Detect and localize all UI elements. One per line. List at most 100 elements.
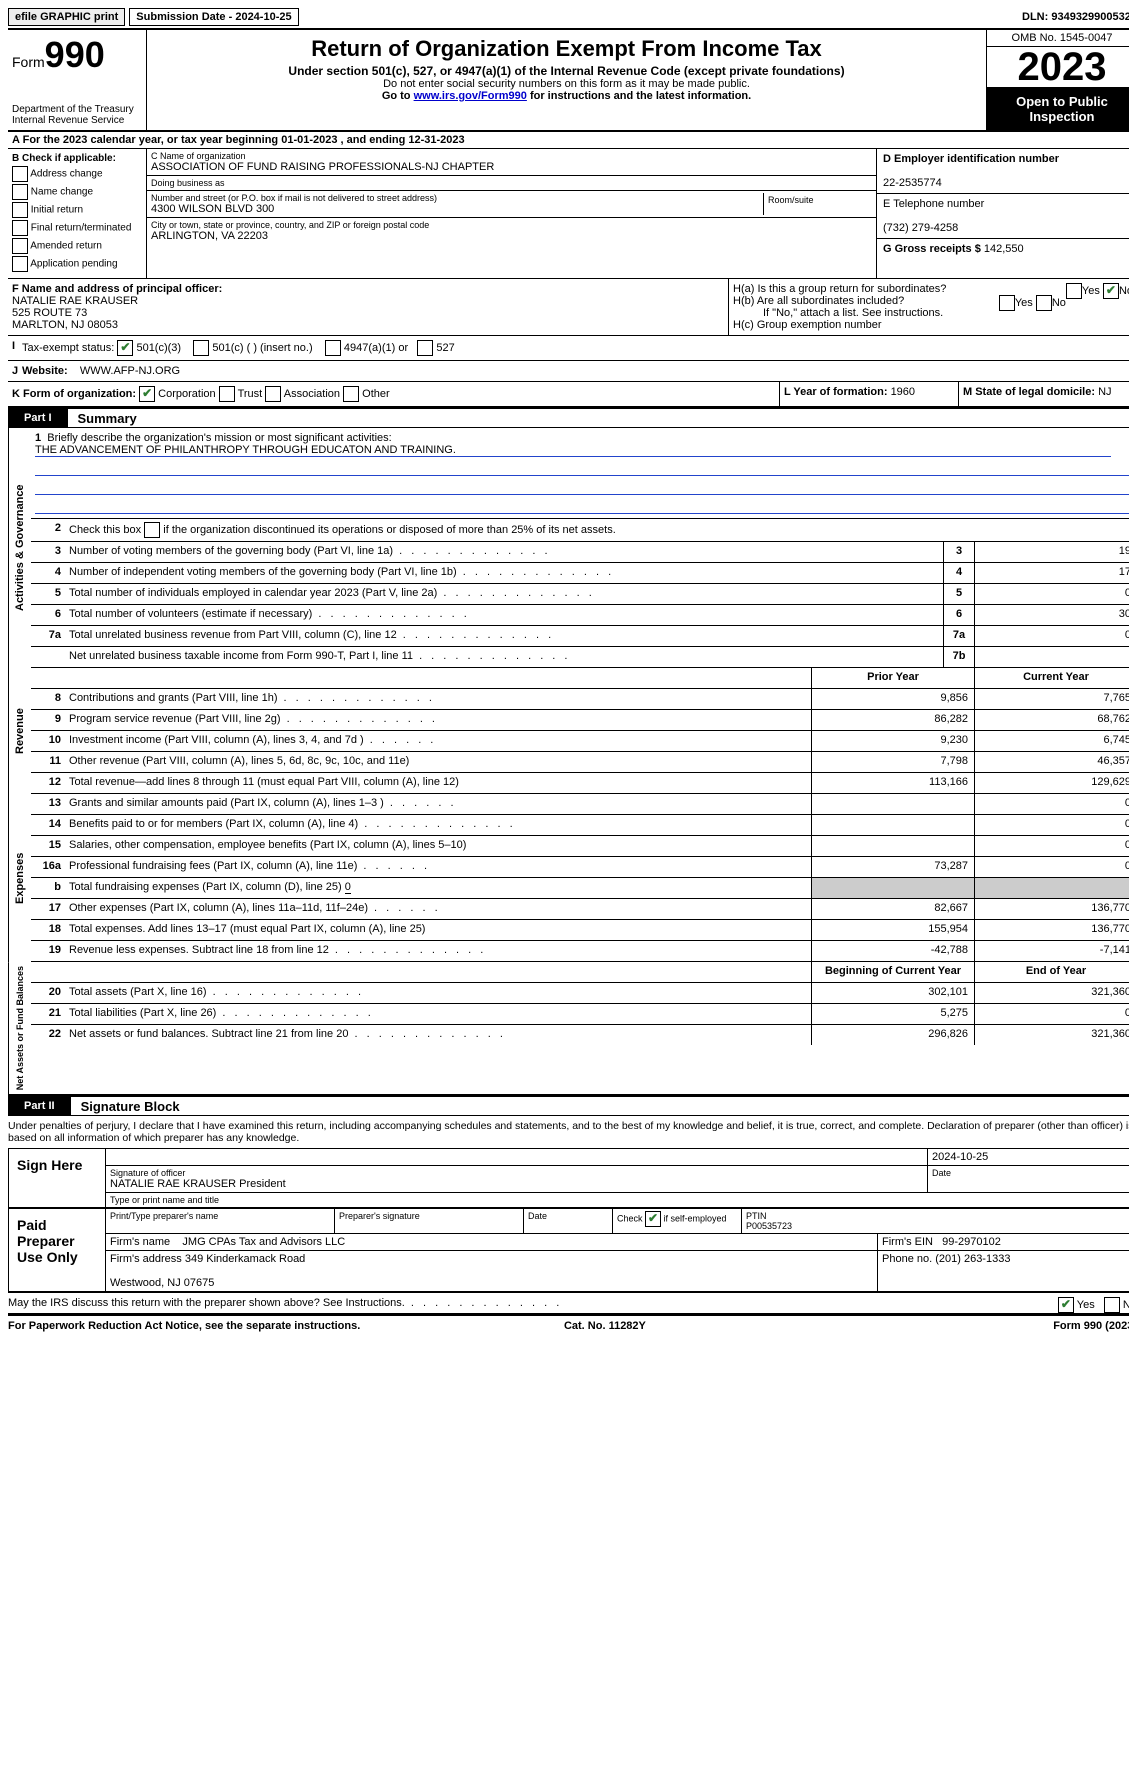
hdr-end: End of Year	[974, 962, 1129, 982]
cat-no: Cat. No. 11282Y	[564, 1320, 646, 1332]
city-value: ARLINGTON, VA 22203	[151, 230, 872, 242]
line-12: Total revenue—add lines 8 through 11 (mu…	[65, 773, 811, 793]
subtitle-3: Go to www.irs.gov/Form990 for instructio…	[151, 90, 982, 102]
chk-discuss-no[interactable]	[1104, 1297, 1120, 1313]
chk-assoc[interactable]	[265, 386, 281, 402]
section-governance: Activities & Governance 1 Briefly descri…	[8, 428, 1129, 668]
ein-value: 22-2535774	[883, 177, 942, 189]
prep-sig-label: Preparer's signature	[335, 1209, 524, 1233]
line-16a: Professional fundraising fees (Part IX, …	[65, 857, 811, 877]
firm-ein: 99-2970102	[942, 1236, 1001, 1248]
ha-row: H(a) Is this a group return for subordin…	[733, 283, 1129, 295]
line-11: Other revenue (Part VIII, column (A), li…	[65, 752, 811, 772]
chk-discontinued[interactable]	[144, 522, 160, 538]
self-employed: Check if self-employed	[613, 1209, 742, 1233]
row-i-tax-status: I Tax-exempt status: 501(c)(3) 501(c) ( …	[8, 336, 1129, 361]
hc-row: H(c) Group exemption number	[733, 319, 1129, 331]
line-20: Total assets (Part X, line 16)	[65, 983, 811, 1003]
department: Department of the Treasury Internal Reve…	[12, 104, 142, 126]
chk-self-employed[interactable]	[645, 1211, 661, 1227]
val-5: 0	[974, 584, 1129, 604]
dba-label: Doing business as	[151, 178, 872, 188]
chk-name-change[interactable]: Name change	[12, 184, 142, 200]
line-2: Check this box if the organization disco…	[65, 519, 1129, 541]
line-6: Total number of volunteers (estimate if …	[65, 605, 943, 625]
line-5: Total number of individuals employed in …	[65, 584, 943, 604]
mission-text: THE ADVANCEMENT OF PHILANTHROPY THROUGH …	[35, 444, 1111, 457]
top-bar: efile GRAPHIC print Submission Date - 20…	[8, 8, 1129, 30]
line-8: Contributions and grants (Part VIII, lin…	[65, 689, 811, 709]
hdr-prior: Prior Year	[811, 668, 974, 688]
line-7a: Total unrelated business revenue from Pa…	[65, 626, 943, 646]
line-17: Other expenses (Part IX, column (A), lin…	[65, 899, 811, 919]
dln: DLN: 93493299005324	[1022, 11, 1129, 23]
chk-final-return[interactable]: Final return/terminated	[12, 220, 142, 236]
officer-signature: NATALIE RAE KRAUSER President	[110, 1178, 923, 1190]
firm-phone: (201) 263-1333	[935, 1253, 1010, 1265]
chk-4947[interactable]	[325, 340, 341, 356]
chk-amended-return[interactable]: Amended return	[12, 238, 142, 254]
ptin-value: P00535723	[746, 1221, 792, 1231]
phone-value: (732) 279-4258	[883, 222, 958, 234]
open-inspection: Open to Public Inspection	[987, 88, 1129, 130]
row-fh: F Name and address of principal officer:…	[8, 279, 1129, 336]
officer-name: NATALIE RAE KRAUSER	[12, 295, 724, 307]
col-c-org: C Name of organization ASSOCIATION OF FU…	[147, 149, 877, 278]
paperwork-notice: For Paperwork Reduction Act Notice, see …	[8, 1320, 360, 1332]
chk-501c[interactable]	[193, 340, 209, 356]
val-6: 30	[974, 605, 1129, 625]
paid-preparer-label: Paid Preparer Use Only	[9, 1209, 106, 1291]
street-value: 4300 WILSON BLVD 300	[151, 203, 763, 215]
chk-discuss-yes[interactable]	[1058, 1297, 1074, 1313]
val-7b	[974, 647, 1129, 667]
vlabel-expenses: Expenses	[8, 794, 31, 962]
val-7a: 0	[974, 626, 1129, 646]
type-name-label: Type or print name and title	[106, 1193, 1129, 1207]
subtitle-2: Do not enter social security numbers on …	[151, 78, 982, 90]
form-number: Form990	[12, 34, 142, 76]
form-page-id: Form 990 (2023)	[1053, 1320, 1129, 1332]
chk-527[interactable]	[417, 340, 433, 356]
instructions-link[interactable]: www.irs.gov/Form990	[414, 90, 527, 102]
chk-application-pending[interactable]: Application pending	[12, 256, 142, 272]
chk-trust[interactable]	[219, 386, 235, 402]
chk-corp[interactable]	[139, 386, 155, 402]
block-bcdeg: B Check if applicable: Address change Na…	[8, 149, 1129, 279]
col-d-right: D Employer identification number 22-2535…	[877, 149, 1129, 278]
declaration-text: Under penalties of perjury, I declare th…	[8, 1116, 1129, 1148]
val-3: 19	[974, 542, 1129, 562]
phone-label: E Telephone number	[883, 198, 984, 210]
part1-header: Part I Summary	[8, 408, 1129, 428]
section-expenses: Expenses 13Grants and similar amounts pa…	[8, 794, 1129, 962]
sign-here-label: Sign Here	[9, 1149, 106, 1207]
tax-year: 2023	[987, 47, 1129, 88]
line-18: Total expenses. Add lines 13–17 (must eq…	[65, 920, 811, 940]
line-16b: Total fundraising expenses (Part IX, col…	[65, 878, 811, 898]
chk-501c3[interactable]	[117, 340, 133, 356]
chk-other[interactable]	[343, 386, 359, 402]
website-value: WWW.AFP-NJ.ORG	[80, 365, 180, 377]
firm-name: JMG CPAs Tax and Advisors LLC	[182, 1236, 345, 1248]
principal-officer-label: F Name and address of principal officer:	[12, 283, 222, 295]
line-4: Number of independent voting members of …	[65, 563, 943, 583]
hdr-current: Current Year	[974, 668, 1129, 688]
vlabel-governance: Activities & Governance	[8, 428, 31, 668]
page-footer: For Paperwork Reduction Act Notice, see …	[8, 1315, 1129, 1332]
line-14: Benefits paid to or for members (Part IX…	[65, 815, 811, 835]
org-name-label: C Name of organization	[151, 151, 872, 161]
chk-initial-return[interactable]: Initial return	[12, 202, 142, 218]
hb-note: If "No," attach a list. See instructions…	[733, 307, 1129, 319]
chk-address-change[interactable]: Address change	[12, 166, 142, 182]
row-a-tax-year: A For the 2023 calendar year, or tax yea…	[8, 132, 1129, 149]
hdr-begin: Beginning of Current Year	[811, 962, 974, 982]
city-label: City or town, state or province, country…	[151, 220, 872, 230]
gross-receipts-value: 142,550	[984, 243, 1024, 255]
val-4: 17	[974, 563, 1129, 583]
submission-date: Submission Date - 2024-10-25	[129, 8, 298, 26]
prep-date-label: Date	[524, 1209, 613, 1233]
sign-here-block: Sign Here 2024-10-25 Signature of office…	[8, 1148, 1129, 1209]
ein-label: D Employer identification number	[883, 153, 1059, 165]
section-revenue: Revenue Prior YearCurrent Year 8Contribu…	[8, 668, 1129, 794]
officer-city: MARLTON, NJ 08053	[12, 319, 724, 331]
efile-print-button[interactable]: efile GRAPHIC print	[8, 8, 125, 26]
